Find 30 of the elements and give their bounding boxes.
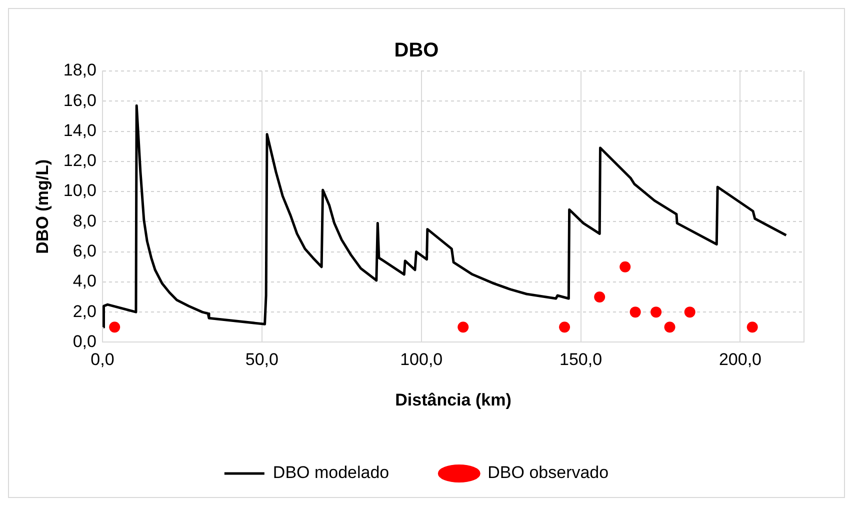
x-tick-label: 200,0 bbox=[718, 350, 762, 370]
y-tick-label: 10,0 bbox=[63, 181, 96, 200]
point bbox=[594, 292, 606, 302]
chart-title: DBO bbox=[394, 40, 439, 62]
y-tick-label: 4,0 bbox=[72, 272, 96, 291]
point bbox=[559, 322, 570, 333]
y-axis-title: DBO (mg/L) bbox=[32, 159, 52, 254]
y-tick-label: 16,0 bbox=[63, 90, 96, 110]
y-tick-label: 0,0 bbox=[72, 332, 96, 351]
legend-label: DBO observado bbox=[488, 463, 609, 482]
point bbox=[620, 261, 631, 272]
y-tick-label: 8,0 bbox=[72, 211, 96, 230]
y-tick-label: 2,0 bbox=[72, 302, 96, 321]
point bbox=[746, 322, 758, 333]
point bbox=[630, 306, 641, 318]
x-tick-label: 0,0 bbox=[90, 350, 114, 370]
x-tick-label: 100,0 bbox=[400, 350, 443, 370]
point bbox=[664, 322, 676, 333]
y-tick-label: 6,0 bbox=[72, 241, 96, 260]
legend-label: DBO modelado bbox=[272, 463, 390, 482]
x-tick-label: 50,0 bbox=[245, 350, 278, 370]
point bbox=[684, 306, 696, 318]
point bbox=[650, 306, 662, 318]
point bbox=[458, 322, 469, 333]
y-tick-label: 12,0 bbox=[63, 151, 96, 170]
point bbox=[109, 322, 120, 333]
x-axis-title: Distância (km) bbox=[395, 390, 512, 410]
x-tick-label: 150,0 bbox=[560, 350, 602, 370]
y-tick-label: 18,0 bbox=[63, 60, 96, 80]
y-tick-label: 14,0 bbox=[63, 120, 96, 140]
